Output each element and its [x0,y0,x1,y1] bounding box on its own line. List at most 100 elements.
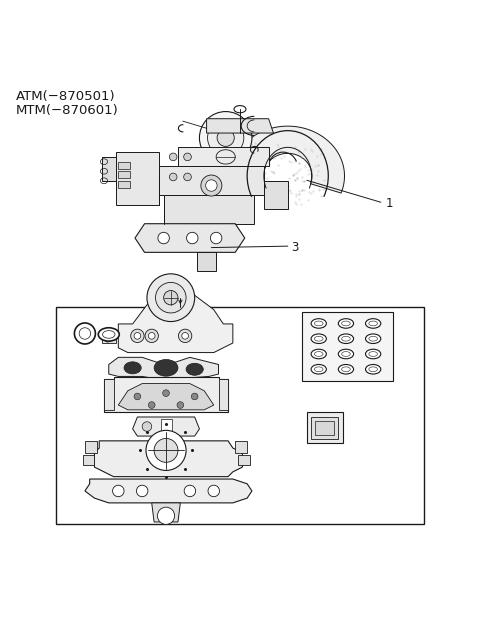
Bar [235,441,247,453]
Bar [315,421,334,435]
Circle shape [136,485,148,497]
Bar [104,379,114,410]
Bar [307,412,343,443]
Ellipse shape [311,349,326,359]
Ellipse shape [314,367,323,372]
Circle shape [169,153,177,161]
Circle shape [156,283,186,313]
Ellipse shape [311,364,326,374]
Bar [118,181,130,188]
Bar [218,379,228,410]
Bar [302,312,393,381]
Circle shape [74,323,96,344]
Circle shape [134,393,141,400]
Circle shape [199,112,252,164]
Polygon shape [164,195,254,224]
Text: 2: 2 [177,285,184,298]
Polygon shape [116,152,159,205]
Circle shape [79,328,91,339]
Polygon shape [132,417,199,436]
Circle shape [205,180,217,192]
Bar [161,419,172,432]
Circle shape [184,485,196,497]
Ellipse shape [311,319,326,328]
Circle shape [158,232,169,244]
Circle shape [154,439,178,462]
Text: MTM(−870601): MTM(−870601) [16,104,119,117]
Circle shape [187,232,198,244]
Ellipse shape [369,321,377,326]
Circle shape [104,334,112,342]
Polygon shape [135,224,245,252]
Polygon shape [102,157,116,181]
Polygon shape [264,181,288,210]
Circle shape [210,232,222,244]
Bar [56,307,424,524]
Ellipse shape [365,334,381,343]
Circle shape [179,329,192,343]
Circle shape [163,390,169,396]
Circle shape [217,129,234,147]
Circle shape [113,485,124,497]
Bar [238,455,250,465]
Circle shape [147,274,195,321]
Polygon shape [118,295,233,353]
Circle shape [131,329,144,343]
Circle shape [184,173,192,181]
Circle shape [164,291,178,305]
Ellipse shape [342,367,350,372]
Ellipse shape [342,336,350,341]
Bar [102,333,116,343]
Circle shape [145,329,158,343]
Ellipse shape [365,364,381,374]
Bar [85,441,97,453]
Circle shape [208,485,219,497]
Circle shape [201,175,222,196]
Circle shape [184,153,192,161]
Circle shape [177,402,184,408]
Ellipse shape [338,364,354,374]
Bar [118,162,130,169]
Ellipse shape [365,349,381,359]
Polygon shape [109,358,218,379]
Ellipse shape [314,351,323,356]
Polygon shape [178,147,269,167]
Ellipse shape [103,331,115,338]
Circle shape [157,507,175,524]
Ellipse shape [311,334,326,343]
Polygon shape [85,479,252,503]
Polygon shape [104,378,228,412]
Polygon shape [231,126,345,193]
Ellipse shape [338,319,354,328]
Ellipse shape [124,362,141,374]
Ellipse shape [314,321,323,326]
Circle shape [148,333,155,339]
Ellipse shape [98,328,119,341]
Text: 3: 3 [291,241,299,253]
Bar [311,416,338,439]
Circle shape [146,431,186,470]
Polygon shape [206,119,274,133]
Bar [118,171,130,178]
Circle shape [148,402,155,408]
Ellipse shape [369,367,377,372]
Circle shape [142,422,152,431]
Text: 1: 1 [385,197,393,210]
Circle shape [169,173,177,181]
Ellipse shape [338,349,354,359]
Ellipse shape [369,336,377,341]
Circle shape [182,333,189,339]
Ellipse shape [314,336,323,341]
Circle shape [134,333,141,339]
Polygon shape [197,252,216,271]
Ellipse shape [369,351,377,356]
Circle shape [192,393,198,400]
Ellipse shape [342,351,350,356]
Circle shape [207,120,244,156]
Ellipse shape [338,334,354,343]
Ellipse shape [154,359,178,376]
Ellipse shape [186,363,203,375]
Polygon shape [159,167,264,195]
Bar [83,455,95,465]
Text: ATM(−870501): ATM(−870501) [16,90,115,103]
